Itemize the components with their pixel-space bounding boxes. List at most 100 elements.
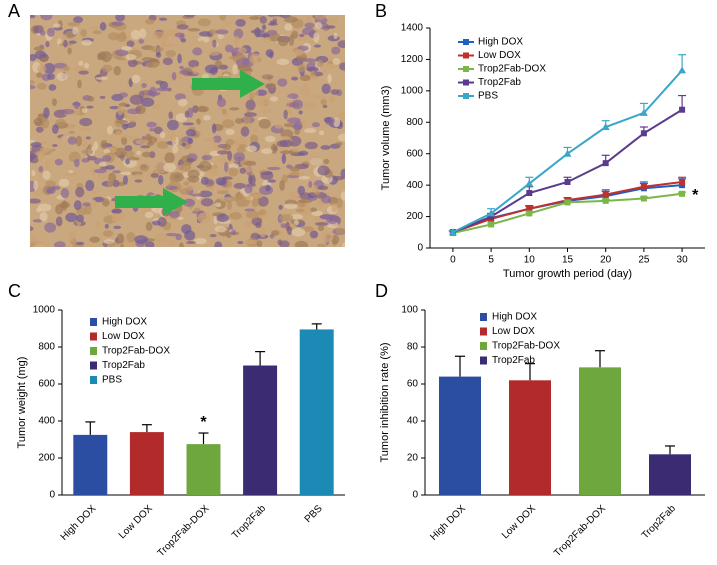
cell [214, 202, 222, 208]
cell [134, 173, 143, 181]
cell [45, 159, 51, 170]
x-tick-label: 30 [677, 255, 689, 266]
cell [256, 33, 271, 38]
legend-label: High DOX [102, 317, 147, 328]
cell [237, 64, 252, 72]
x-tick-label: 10 [524, 255, 536, 266]
cell [278, 204, 283, 210]
cell [279, 150, 292, 155]
cell [45, 41, 50, 48]
legend-swatch [480, 342, 487, 350]
cell [96, 174, 109, 180]
cell [105, 165, 115, 170]
cell [299, 33, 305, 38]
cell [101, 197, 110, 207]
cell [112, 179, 120, 188]
marker [488, 213, 495, 220]
cell [90, 26, 99, 30]
cell [306, 66, 319, 72]
cell [208, 50, 221, 56]
cell [267, 33, 282, 42]
annotation: * [692, 187, 699, 204]
cell [44, 222, 57, 233]
cell [224, 161, 229, 173]
cell [260, 148, 273, 155]
marker [679, 106, 686, 113]
cell [155, 80, 164, 85]
cell [73, 101, 80, 110]
cell [174, 93, 186, 101]
bar [509, 380, 551, 495]
marker [640, 183, 647, 190]
legend-label: Trop2Fab [492, 355, 535, 366]
y-tick-label: 800 [406, 117, 423, 128]
cell [188, 59, 200, 68]
legend-label: Trop2Fab-DOX [102, 346, 170, 357]
cell [309, 157, 322, 166]
cell [244, 221, 252, 228]
cell [73, 200, 82, 211]
cell [315, 222, 329, 226]
cell [228, 167, 239, 177]
cell [265, 83, 276, 88]
cell [95, 76, 109, 80]
legend-label: Low DOX [478, 50, 521, 61]
cell [276, 58, 290, 66]
cell [43, 107, 50, 119]
cell [72, 27, 79, 35]
cell [249, 134, 259, 145]
cell [212, 135, 222, 143]
marker [601, 123, 610, 130]
cell [260, 171, 274, 180]
cell [31, 169, 36, 177]
cell [152, 220, 161, 226]
cell [135, 139, 149, 145]
cell [68, 231, 76, 242]
cell [156, 141, 169, 149]
cell [219, 196, 232, 202]
legend-label: Trop2Fab [478, 77, 521, 88]
cell [155, 87, 169, 92]
cell [307, 40, 317, 44]
cell [209, 234, 217, 238]
cell [216, 213, 229, 223]
cell [216, 150, 230, 155]
cell [252, 128, 258, 133]
legend-label: Low DOX [492, 326, 535, 337]
marker [488, 221, 495, 228]
cell [78, 70, 89, 75]
y-tick-label: 200 [38, 453, 55, 464]
cell [55, 216, 63, 227]
cell [159, 131, 166, 139]
histology-image [30, 15, 345, 247]
cell [115, 15, 125, 22]
cell [338, 62, 345, 71]
cell [101, 154, 112, 162]
cell [244, 184, 253, 194]
cell [165, 49, 177, 58]
cell [182, 198, 196, 207]
cell [271, 230, 280, 236]
cell [106, 125, 113, 135]
cell [45, 180, 56, 187]
cell [269, 96, 279, 102]
cell [300, 85, 310, 96]
cell [129, 94, 144, 105]
cell [233, 182, 246, 190]
cell [130, 29, 141, 40]
cell [65, 212, 78, 223]
legend-label: Trop2Fab-DOX [492, 341, 560, 352]
marker [602, 191, 609, 198]
cell [48, 84, 57, 91]
cell [212, 142, 222, 153]
cell [40, 57, 48, 62]
cell [251, 193, 264, 199]
cell [322, 231, 334, 243]
cell [125, 158, 130, 165]
arrow [115, 188, 188, 216]
cell [35, 126, 44, 133]
cell [257, 196, 269, 207]
cell [216, 190, 229, 195]
panel-label: C [8, 281, 21, 301]
